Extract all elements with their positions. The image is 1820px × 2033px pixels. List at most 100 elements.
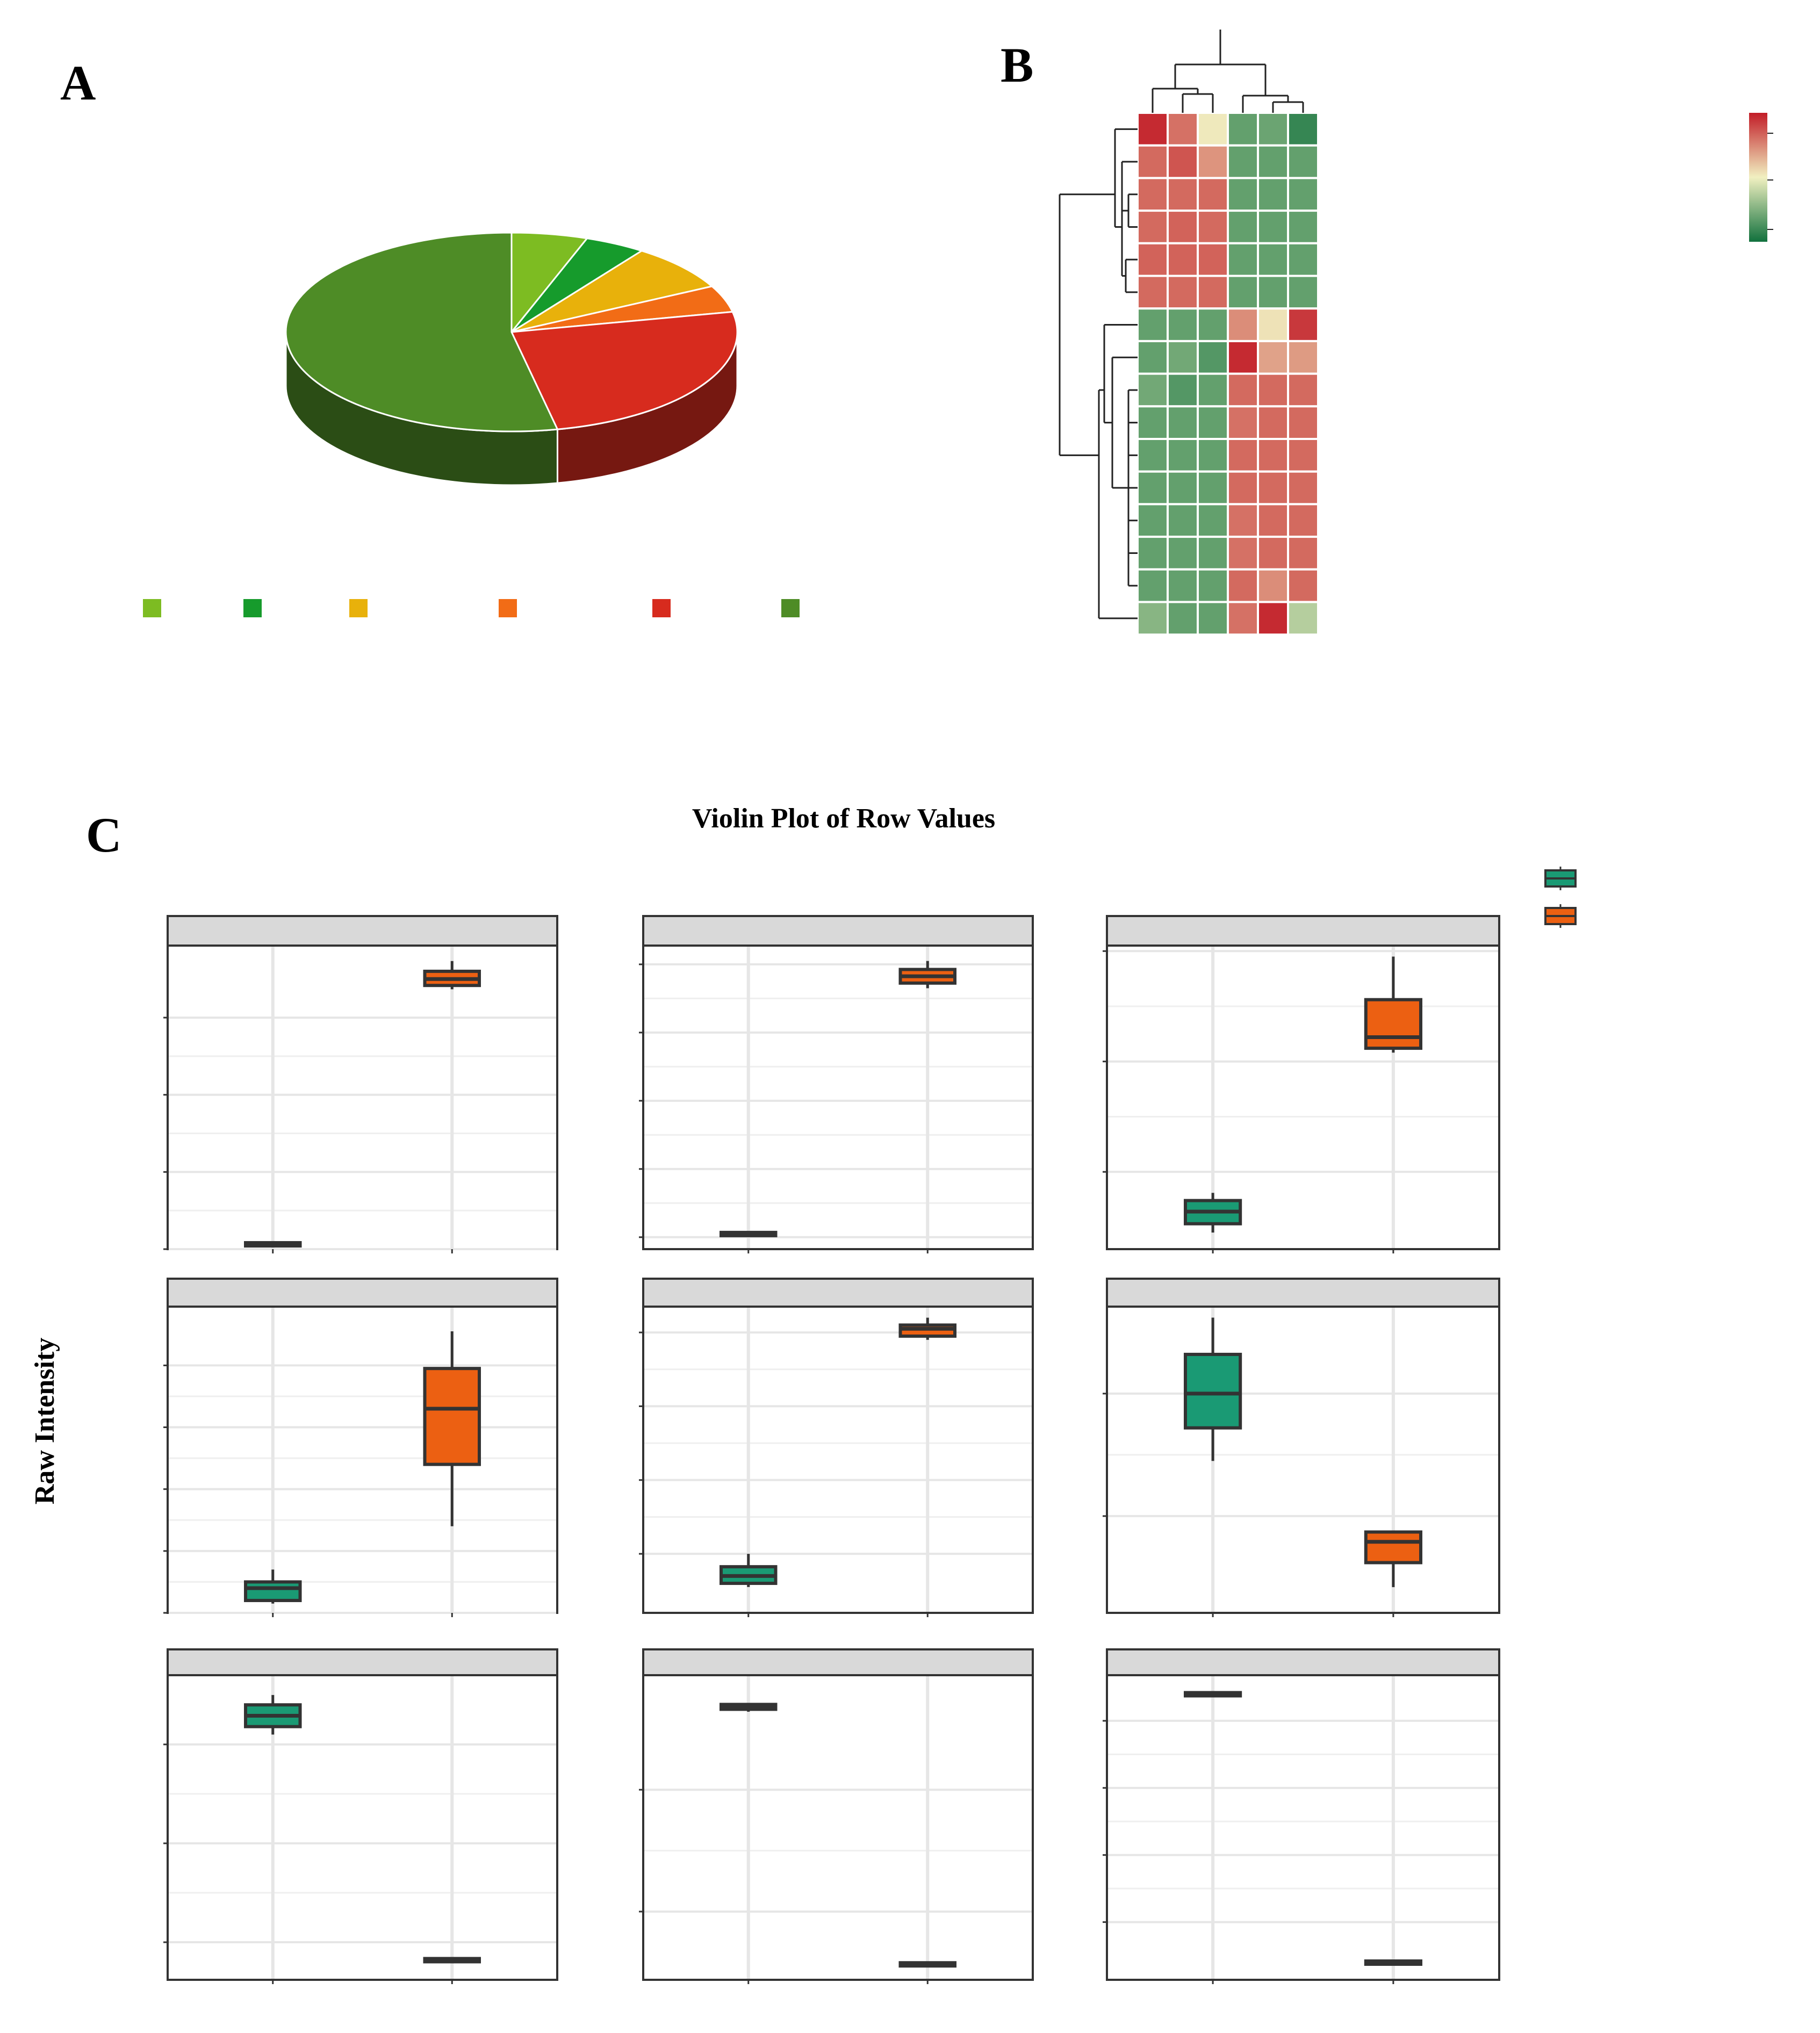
heatmap-cell bbox=[1197, 307, 1229, 342]
heatmap-cell bbox=[1197, 438, 1229, 473]
box-body bbox=[1184, 1352, 1242, 1430]
plot-area bbox=[642, 1674, 1034, 1981]
pie-slice bbox=[510, 232, 589, 335]
box-body bbox=[423, 1367, 481, 1466]
heatmap-cell bbox=[1257, 144, 1289, 179]
heatmap-cell bbox=[1227, 340, 1259, 375]
pie-slice bbox=[510, 311, 738, 430]
heatmap-cell bbox=[1257, 210, 1289, 244]
heatmap-cell bbox=[1287, 112, 1319, 147]
heatmap-cell bbox=[1257, 503, 1289, 538]
heatmap-cell bbox=[1167, 144, 1199, 179]
heatmap-cell bbox=[1136, 405, 1169, 440]
pie-slice bbox=[285, 232, 559, 432]
heatmap-cell bbox=[1167, 503, 1199, 538]
panel-label-b: B bbox=[1001, 38, 1033, 92]
heatmap-cell bbox=[1287, 210, 1319, 244]
box-plot-facets bbox=[163, 915, 1500, 1984]
facet-strip bbox=[167, 1278, 558, 1308]
heatmap-cell bbox=[1227, 503, 1259, 538]
heatmap bbox=[1059, 30, 1773, 636]
heatmap-cell bbox=[1167, 405, 1199, 440]
heatmap-cell bbox=[1257, 536, 1289, 571]
heatmap-cell bbox=[1257, 405, 1289, 440]
heatmap-cell bbox=[1167, 242, 1199, 277]
heatmap-cell bbox=[1167, 340, 1199, 375]
legend-swatch bbox=[499, 599, 517, 617]
heatmap-cell bbox=[1197, 242, 1229, 277]
facet-panel bbox=[1103, 915, 1500, 1253]
facet-strip bbox=[642, 1648, 1034, 1676]
heatmap-cell bbox=[1287, 503, 1319, 538]
pie-chart bbox=[285, 232, 738, 486]
heatmap-cell bbox=[1197, 177, 1229, 212]
facet-panel bbox=[639, 915, 1034, 1253]
facet-panel bbox=[163, 915, 558, 1253]
heatmap-cell bbox=[1136, 210, 1169, 244]
heatmap-cell bbox=[1136, 601, 1169, 636]
heatmap-cell bbox=[1227, 601, 1259, 636]
heatmap-cell bbox=[1136, 340, 1169, 375]
heatmap-cell bbox=[1287, 307, 1319, 342]
heatmap-cell bbox=[1136, 242, 1169, 277]
heatmap-cell bbox=[1257, 470, 1289, 506]
facet-strip bbox=[1106, 915, 1500, 947]
heatmap-cell bbox=[1136, 112, 1169, 147]
legend-swatch bbox=[349, 599, 368, 617]
facet-panel bbox=[639, 1648, 1034, 1984]
legend-swatch bbox=[781, 599, 800, 617]
heatmap-cell bbox=[1136, 470, 1169, 506]
heatmap-cell bbox=[1167, 536, 1199, 571]
facet-strip bbox=[167, 1648, 558, 1676]
heatmap-cell bbox=[1227, 177, 1259, 212]
panel-label-c: C bbox=[86, 808, 121, 862]
heatmap-cell bbox=[1257, 438, 1289, 473]
heatmap-cell bbox=[1167, 275, 1199, 310]
legend-swatch bbox=[143, 599, 161, 617]
heatmap-cell bbox=[1136, 503, 1169, 538]
heatmap-cell bbox=[1167, 177, 1199, 212]
plot-area bbox=[1106, 1306, 1500, 1614]
heatmap-cell bbox=[1287, 340, 1319, 375]
facet-strip bbox=[642, 1278, 1034, 1308]
box-legend bbox=[1544, 867, 1577, 928]
heatmap-cell bbox=[1136, 536, 1169, 571]
heatmap-cell bbox=[1287, 536, 1319, 571]
heatmap-cell bbox=[1227, 405, 1259, 440]
heatmap-cell bbox=[1287, 601, 1319, 636]
heatmap-cell bbox=[1197, 536, 1229, 571]
heatmap-cell bbox=[1227, 568, 1259, 603]
legend-swatch bbox=[652, 599, 671, 617]
heatmap-cell bbox=[1257, 275, 1289, 310]
heatmap-cell bbox=[1227, 275, 1259, 310]
heatmap-cell bbox=[1167, 210, 1199, 244]
heatmap-cell bbox=[1167, 470, 1199, 506]
heatmap-cell bbox=[1227, 144, 1259, 179]
heatmap-cell bbox=[1227, 438, 1259, 473]
facet-strip bbox=[1106, 1648, 1500, 1676]
pie-slice bbox=[511, 250, 714, 333]
heatmap-cell bbox=[1227, 470, 1259, 506]
plot-area bbox=[642, 945, 1034, 1250]
heatmap-cell bbox=[1287, 405, 1319, 440]
facet-strip bbox=[167, 915, 558, 947]
heatmap-cell bbox=[1136, 372, 1169, 408]
facet-panel bbox=[1103, 1648, 1500, 1984]
heatmap-cell bbox=[1287, 242, 1319, 277]
heatmap-cell bbox=[1197, 568, 1229, 603]
facet-strip bbox=[1106, 1278, 1500, 1308]
heatmap-cell bbox=[1257, 112, 1289, 147]
heatmap-cell bbox=[1167, 307, 1199, 342]
heatmap-cell bbox=[1227, 372, 1259, 408]
facet-strip bbox=[642, 915, 1034, 947]
heatmap-cell bbox=[1257, 601, 1289, 636]
heatmap-cell bbox=[1257, 568, 1289, 603]
heatmap-cell bbox=[1197, 144, 1229, 179]
heatmap-cell bbox=[1257, 177, 1289, 212]
legend-swatch bbox=[243, 599, 262, 617]
heatmap-cell bbox=[1287, 275, 1319, 310]
heatmap-cell bbox=[1197, 112, 1229, 147]
plot-area bbox=[167, 1306, 558, 1614]
heatmap-cell bbox=[1136, 568, 1169, 603]
